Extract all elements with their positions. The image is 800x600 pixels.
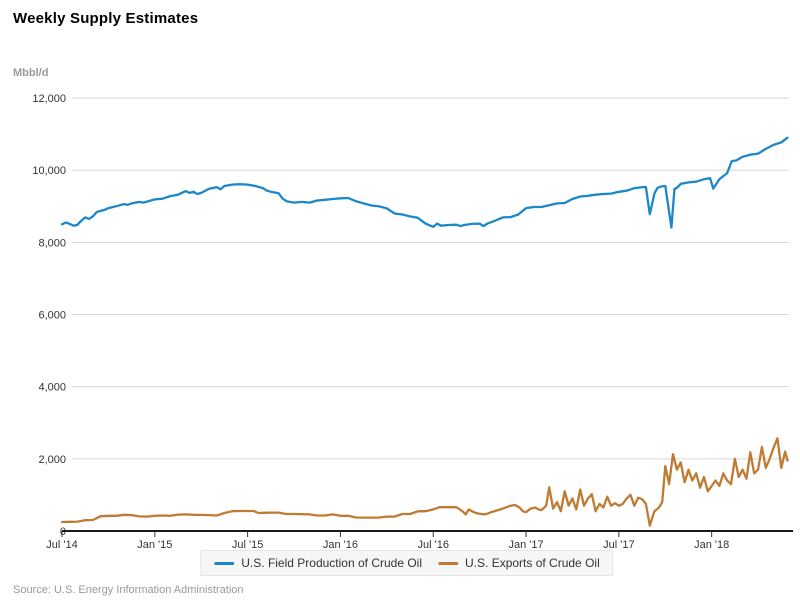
x-tick-label: Jul '15: [232, 539, 263, 551]
legend-item-production[interactable]: U.S. Field Production of Crude Oil: [214, 556, 422, 570]
y-tick-label: 8,000: [38, 237, 66, 249]
x-tick-label: Jul '16: [418, 539, 449, 551]
y-tick-label: 4,000: [38, 382, 66, 394]
series-line-exports[interactable]: [60, 437, 789, 527]
x-tick-label: Jan '16: [323, 539, 358, 551]
chart-legend: U.S. Field Production of Crude Oil U.S. …: [200, 550, 614, 576]
x-tick-label: Jul '14: [46, 539, 77, 551]
chart-title: Weekly Supply Estimates: [13, 10, 199, 27]
production-series-swatch-icon: [214, 561, 235, 565]
x-tick-label: Jan '15: [137, 539, 172, 551]
x-tick-label: Jan '17: [508, 539, 543, 551]
x-tick-label: Jan '18: [694, 539, 729, 551]
y-axis-title: Mbbl/d: [13, 67, 49, 79]
y-tick-label: 10,000: [32, 165, 66, 177]
series-line-production[interactable]: [60, 136, 789, 229]
y-tick-label: 6,000: [38, 310, 66, 322]
legend-label-exports: U.S. Exports of Crude Oil: [465, 556, 600, 570]
y-tick-label: 2,000: [38, 454, 66, 466]
legend-item-exports[interactable]: U.S. Exports of Crude Oil: [438, 556, 600, 570]
y-tick-label: 12,000: [32, 93, 66, 105]
x-tick-label: Jul '17: [603, 539, 634, 551]
source-note: Source: U.S. Energy Information Administ…: [13, 584, 244, 596]
legend-label-production: U.S. Field Production of Crude Oil: [241, 556, 423, 570]
exports-series-swatch-icon: [438, 561, 459, 565]
